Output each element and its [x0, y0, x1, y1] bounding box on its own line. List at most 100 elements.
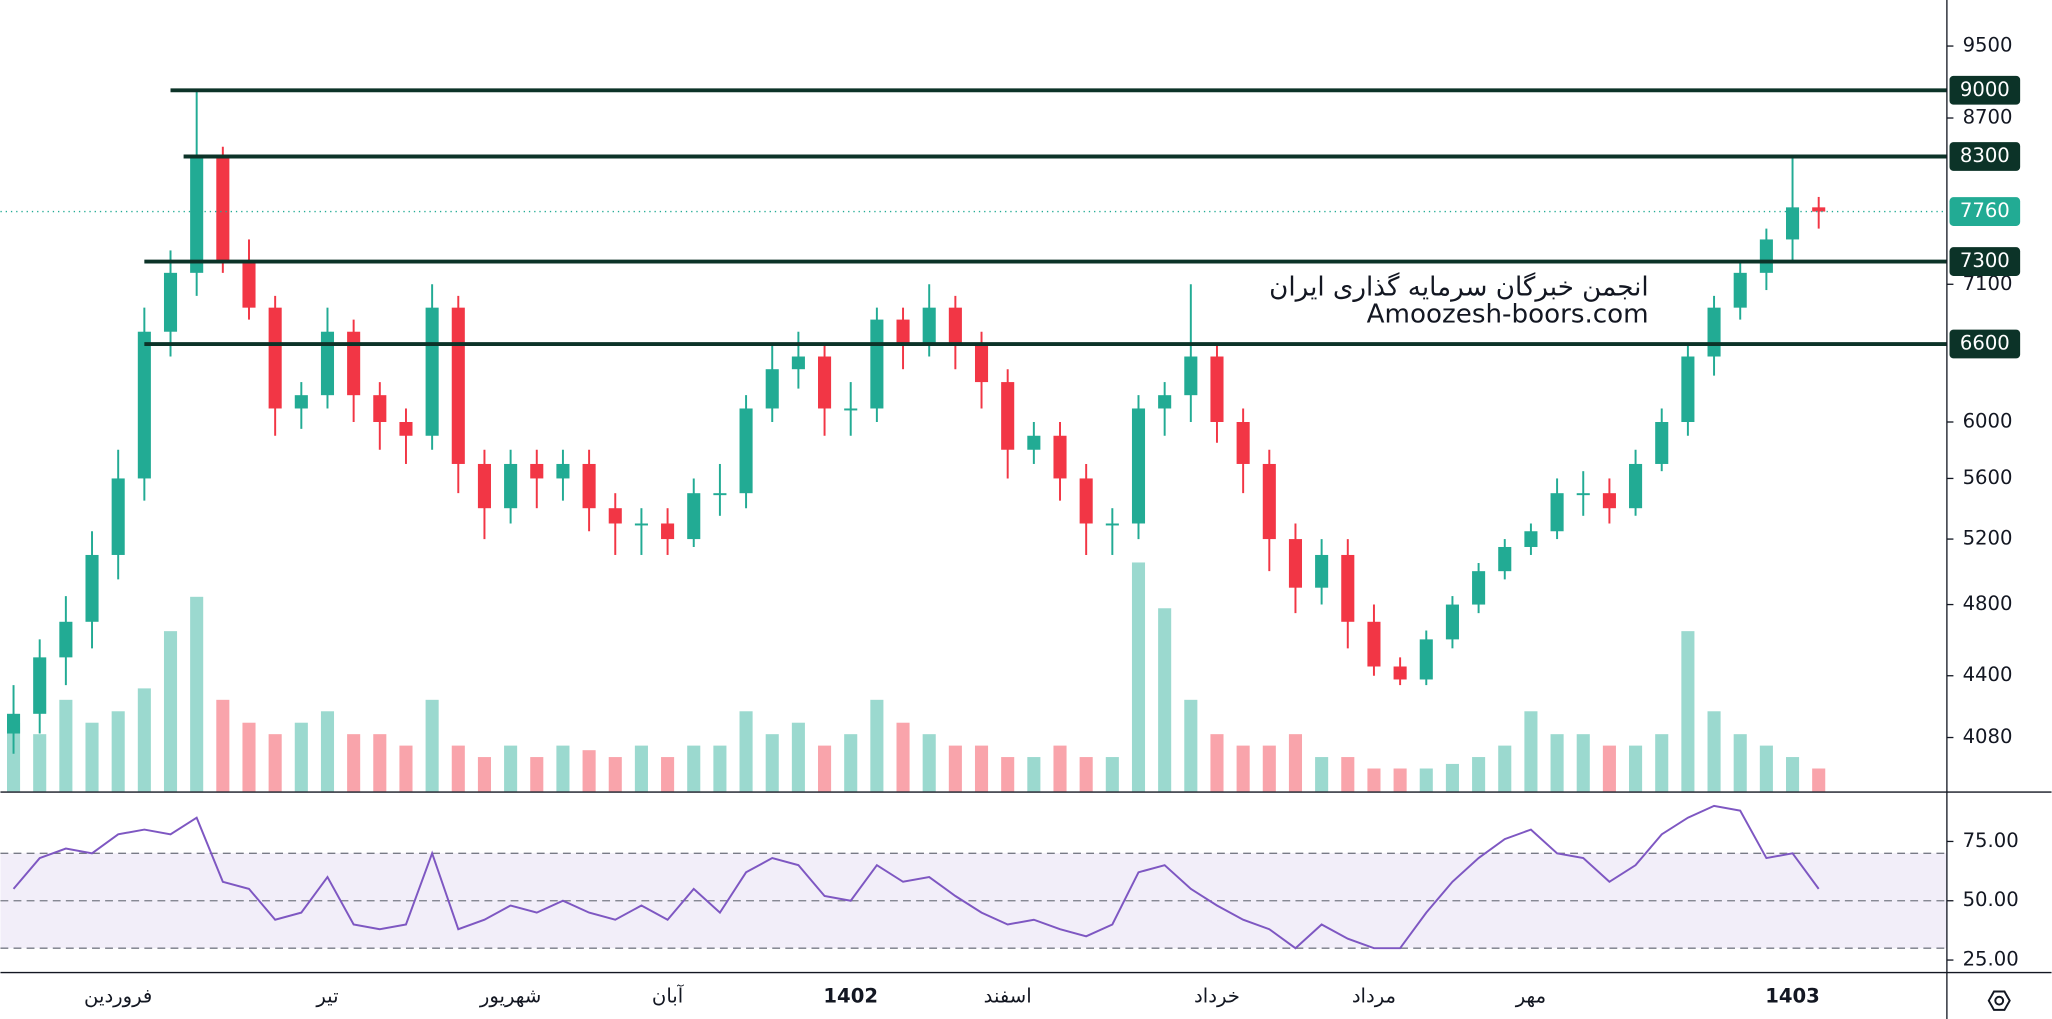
- volume-bar: [425, 699, 439, 792]
- candle-body: [242, 261, 256, 308]
- volume-bar: [1236, 745, 1250, 792]
- volume-bar: [451, 745, 465, 792]
- candle-body: [373, 395, 387, 423]
- volume-bar: [1576, 734, 1590, 792]
- candle-body: [1184, 356, 1198, 396]
- candle-body: [1053, 435, 1067, 479]
- last-price-box: [1949, 197, 2021, 226]
- volume-bar: [1733, 734, 1747, 792]
- volume-bar: [137, 688, 151, 792]
- y-tick-label: 9500: [1963, 34, 2013, 57]
- candle-body: [33, 657, 47, 714]
- x-tick-label: مهر: [1515, 984, 1546, 1007]
- candle-body: [1524, 531, 1538, 547]
- x-tick-label: خرداد: [1194, 984, 1240, 1007]
- level-label-box: [1949, 247, 2021, 276]
- volume-bar: [1001, 757, 1015, 792]
- volume-bar: [399, 745, 413, 792]
- candle-body: [59, 621, 73, 658]
- volume-bar: [556, 745, 570, 792]
- x-tick-label: تیر: [315, 984, 338, 1007]
- volume-bar: [818, 745, 832, 792]
- volume-bar: [163, 631, 178, 792]
- volume-bar: [1602, 745, 1616, 792]
- volume-bar: [870, 699, 884, 792]
- candle-body: [347, 331, 361, 396]
- volume-bar: [1184, 699, 1198, 792]
- volume-bar: [7, 722, 21, 792]
- volume-bar: [1707, 711, 1721, 792]
- candle-body: [1445, 604, 1459, 640]
- volume-bar: [765, 734, 779, 792]
- volume-bar: [1393, 768, 1407, 792]
- volume-bar: [896, 722, 910, 792]
- candle-body: [1105, 523, 1119, 526]
- volume-bar: [504, 745, 518, 792]
- candle-body: [765, 369, 779, 409]
- volume-bar: [373, 734, 387, 792]
- volume-bar: [1445, 763, 1459, 792]
- level-label: 9000: [1960, 78, 2010, 101]
- y-tick-label: 8700: [1963, 106, 2013, 129]
- x-tick-label: آبان: [652, 983, 685, 1007]
- candle-body: [1001, 382, 1015, 450]
- candle-body: [1707, 307, 1721, 357]
- candle-body: [844, 408, 858, 411]
- volume-bar: [791, 722, 805, 792]
- volume-bar: [216, 699, 230, 792]
- candle-body: [1602, 493, 1616, 509]
- candle-body: [1655, 422, 1669, 464]
- volume-bar: [1498, 745, 1512, 792]
- last-price-label: 7760: [1960, 199, 2010, 222]
- candle-body: [1236, 422, 1250, 464]
- candle-body: [974, 344, 989, 383]
- candle-body: [1550, 493, 1564, 532]
- candle-body: [582, 463, 596, 509]
- candle-body: [1341, 554, 1355, 622]
- candle-body: [451, 307, 465, 464]
- volume-bar: [974, 745, 989, 792]
- y-tick-label: 4400: [1963, 663, 2013, 686]
- rsi-tick-label: 75.00: [1963, 829, 2019, 852]
- settings-icon[interactable]: [1987, 990, 2011, 1011]
- volume-bar: [1210, 734, 1224, 792]
- volume-bar: [1288, 734, 1303, 792]
- volume-bar: [1550, 734, 1564, 792]
- candle-body: [948, 307, 962, 345]
- candle-body: [85, 554, 99, 622]
- candle-body: [111, 478, 125, 555]
- volume-bar: [1524, 711, 1538, 792]
- watermark: Amoozesh-boors.com: [1367, 300, 1649, 330]
- candle-body: [1079, 478, 1093, 524]
- x-tick-label: مرداد: [1352, 984, 1396, 1007]
- volume-bar: [268, 734, 282, 792]
- candle-body: [1210, 356, 1224, 423]
- candle-body: [896, 319, 910, 345]
- volume-bar: [33, 734, 47, 792]
- volume-bar: [582, 750, 596, 792]
- candle-body: [608, 508, 622, 524]
- candle-body: [1733, 272, 1747, 308]
- candle-body: [661, 523, 675, 540]
- x-tick-label: اسفند: [984, 984, 1032, 1007]
- candle-body: [1131, 408, 1146, 524]
- volume-bar: [1158, 608, 1172, 792]
- candle-body: [556, 463, 570, 479]
- volume-bar: [85, 722, 99, 792]
- candle-body: [1158, 395, 1172, 409]
- volume-bar: [661, 757, 675, 792]
- volume-bar: [739, 711, 753, 792]
- volume-bar: [1419, 768, 1433, 792]
- candle-body: [1419, 639, 1433, 680]
- volume-bar: [1341, 757, 1355, 792]
- candle-body: [1785, 207, 1800, 240]
- candle-body: [1027, 435, 1041, 450]
- volume-bar: [948, 745, 962, 792]
- volume-bar: [1131, 562, 1146, 792]
- volume-bar: [1472, 757, 1486, 792]
- candle-body: [294, 395, 308, 409]
- volume-bar: [530, 757, 544, 792]
- rsi-tick-label: 25.00: [1963, 948, 2019, 971]
- y-tick-label: 7100: [1963, 272, 2013, 295]
